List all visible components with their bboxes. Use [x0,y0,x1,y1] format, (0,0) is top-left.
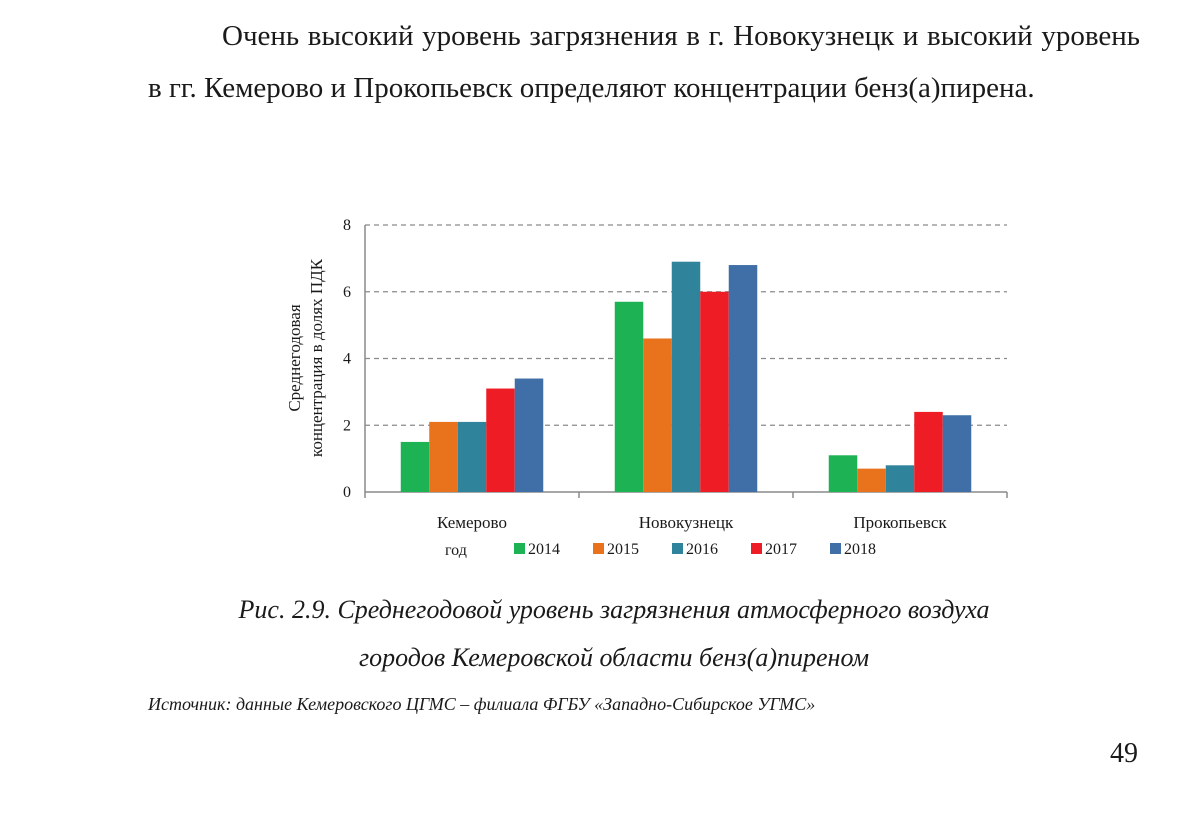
bar-2016-2 [671,261,701,492]
bar-2015-1 [429,421,458,492]
x-category-label: Новокузнецк [639,513,734,532]
bar-2015-2 [643,338,672,492]
bar-2014-2 [614,301,644,492]
y-axis-label-line-1: Среднегодовая [285,304,304,412]
bar-2016-3 [885,465,915,492]
legend-label-2015: 2015 [607,541,639,558]
bar-2017-1 [486,388,515,492]
body-paragraph: Очень высокий уровень загрязнения в г. Н… [148,20,1140,104]
bar-2016-1 [457,421,487,492]
bar-2018-2 [728,265,758,492]
legend-swatch-2018 [830,543,841,554]
figure-caption: Рис. 2.9. Среднегодовой уровень загрязне… [148,586,1140,682]
bar-2017-2 [700,291,729,492]
y-axis-label: Среднегодовая концентрация в долях ПДК [285,258,326,457]
caption-line-2: городов Кемеровской области бенз(а)пирен… [358,643,870,672]
legend-label-2018: 2018 [844,541,876,558]
bar-2018-1 [514,378,544,492]
y-tick-label: 2 [343,417,351,434]
y-tick-label: 6 [343,284,351,301]
y-tick-label: 0 [343,484,351,501]
caption-line-1: Рис. 2.9. Среднегодовой уровень загрязне… [238,595,990,624]
x-category-label: Прокопьевск [853,513,947,532]
y-tick-label: 8 [343,217,351,234]
legend-swatch-2015 [593,543,604,554]
y-tick-label: 4 [343,351,351,368]
legend-swatch-2014 [514,543,525,554]
legend-title: год [445,542,467,559]
page-number: 49 [1110,738,1138,769]
legend-label-2017: 2017 [765,541,797,558]
y-axis-label-line-2: концентрация в долях ПДК [307,258,326,457]
bar-2017-3 [914,411,943,492]
bar-chart: 0 2 4 6 8 Кемерово Новокузнецк Прокопьевск Средн… [270,205,1030,575]
legend-swatch-2016 [672,543,683,554]
bar-2014-3 [828,455,858,492]
chart-svg: 0 2 4 6 8 Кемерово Новокузнецк Прокопьевск Средн… [285,217,1008,559]
legend-swatch-2017 [751,543,762,554]
x-category-label: Кемерово [437,513,507,532]
bar-2018-3 [942,415,972,492]
legend-label-2014: 2014 [528,541,560,558]
source-note: Источник: данные Кемеровского ЦГМС – фил… [148,694,816,714]
legend-label-2016: 2016 [686,541,718,558]
bar-2014-1 [400,441,430,492]
bar-2015-3 [857,468,886,492]
